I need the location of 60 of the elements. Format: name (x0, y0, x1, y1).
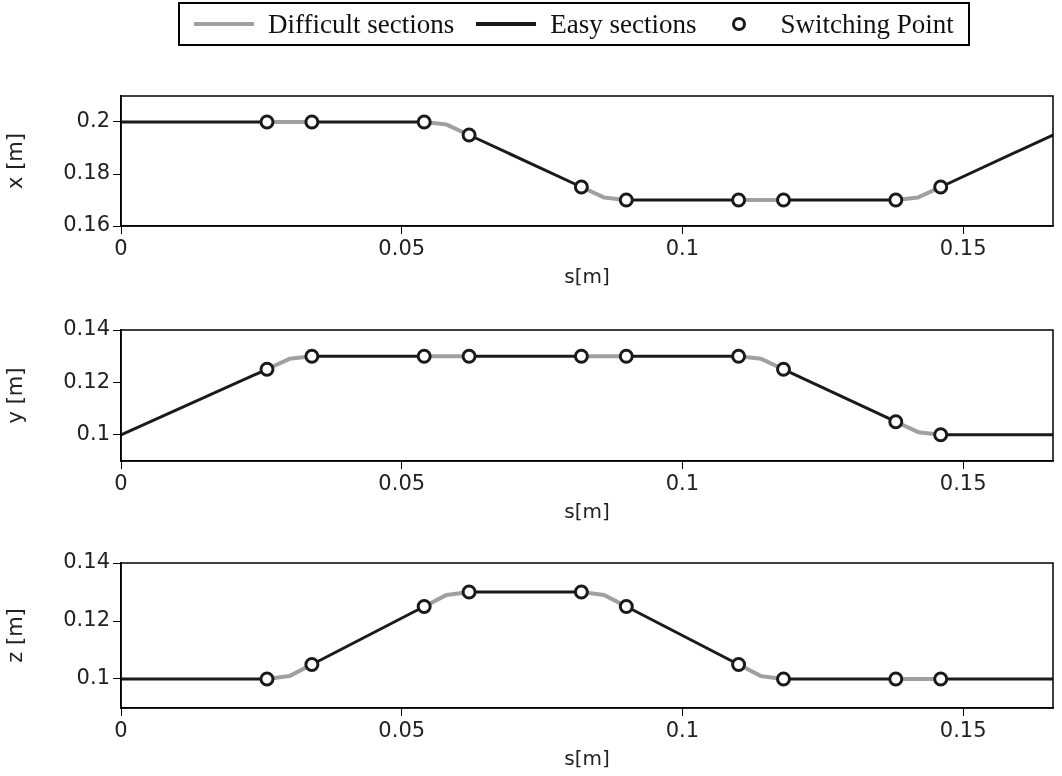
y-tick-label: 0.12 (63, 607, 110, 632)
legend-label: Switching Point (780, 8, 954, 40)
point (776, 671, 792, 687)
y-tick-label: 0.14 (63, 549, 110, 574)
x-tick-label: 0.05 (378, 718, 426, 743)
x-tick-label: 0.15 (939, 236, 987, 261)
point (573, 348, 589, 364)
y-axis-title: z [m] (3, 608, 28, 663)
x-tick-label: 0 (114, 471, 128, 496)
point (618, 599, 634, 614)
legend-label: Difficult sections (268, 8, 455, 40)
point (888, 414, 904, 430)
x-axis-title: s[m] (564, 499, 610, 524)
point (573, 584, 589, 600)
point (461, 584, 477, 600)
y-tick-label: 0.1 (76, 665, 110, 690)
x-tick-label: 0.05 (378, 471, 426, 496)
point (731, 348, 747, 364)
x-tick-label: 0.05 (378, 236, 426, 261)
point (888, 192, 904, 208)
point (618, 348, 634, 364)
x-tick-label: 0 (114, 718, 128, 743)
point (933, 671, 949, 687)
x-tick-label: 0.1 (665, 471, 700, 496)
y-axis-title: x [m] (3, 133, 28, 189)
point (461, 348, 477, 364)
point (731, 657, 747, 672)
point (304, 348, 320, 364)
point (259, 114, 275, 130)
y-tick-label: 0.14 (63, 316, 110, 341)
point (933, 179, 949, 195)
point (259, 671, 275, 687)
point (416, 114, 432, 130)
y-tick-label: 0.1 (76, 421, 110, 446)
point (573, 179, 589, 195)
point (416, 599, 432, 614)
x-tick-label: 0 (114, 236, 128, 261)
point (618, 192, 634, 208)
point (304, 657, 320, 672)
point (731, 192, 747, 208)
y-tick-label: 0.2 (76, 108, 110, 133)
point (776, 361, 792, 377)
x-tick-label: 0.1 (665, 236, 700, 261)
point (304, 114, 320, 130)
x-axis-title: s[m] (564, 746, 610, 771)
point (888, 671, 904, 687)
y-tick-label: 0.12 (63, 368, 110, 393)
x-tick-label: 0.15 (939, 718, 987, 743)
point (259, 361, 275, 377)
x-tick-label: 0.15 (939, 471, 987, 496)
point (416, 348, 432, 364)
point (933, 427, 949, 443)
x-tick-label: 0.1 (665, 718, 700, 743)
y-tick-label: 0.18 (63, 160, 110, 185)
point (776, 192, 792, 208)
legend-label: Easy sections (550, 8, 697, 40)
x-axis-title: s[m] (564, 264, 610, 289)
point (461, 127, 477, 143)
y-axis-title: y [m] (3, 367, 28, 424)
y-tick-label: 0.16 (63, 212, 110, 237)
